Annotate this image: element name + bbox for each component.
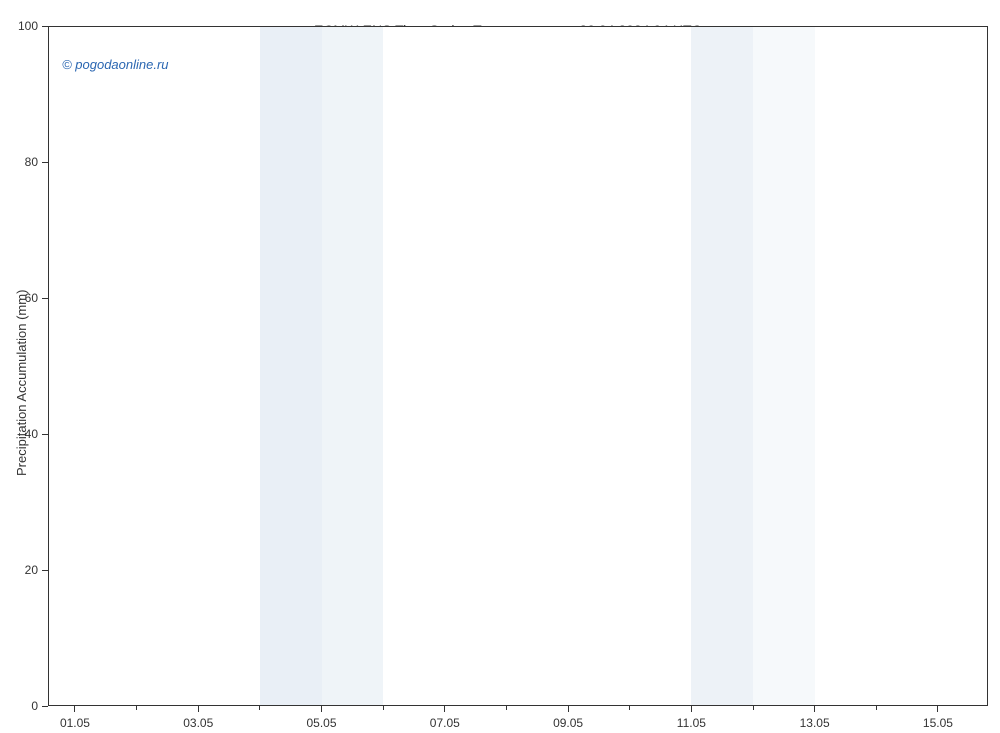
y-axis-label: Precipitation Accumulation (mm) bbox=[14, 290, 29, 476]
y-tick-label: 80 bbox=[25, 155, 38, 169]
watermark-text: © pogodaonline.ru bbox=[62, 57, 168, 72]
plot-area: © pogodaonline.ru bbox=[48, 26, 988, 706]
watermark: © pogodaonline.ru bbox=[62, 57, 168, 72]
x-tick-label: 05.05 bbox=[307, 716, 337, 730]
x-tick bbox=[444, 706, 445, 712]
y-tick bbox=[42, 706, 48, 707]
x-tick-label: 07.05 bbox=[430, 716, 460, 730]
chart-container: ECMW-ENS Time Series Таллин вт. 30.04.20… bbox=[0, 0, 1000, 733]
y-tick-label: 100 bbox=[18, 19, 38, 33]
x-tick bbox=[321, 706, 322, 712]
y-tick bbox=[42, 26, 48, 27]
x-tick bbox=[74, 706, 75, 712]
axis-border bbox=[48, 26, 988, 706]
x-tick bbox=[937, 706, 938, 712]
y-tick-label: 60 bbox=[25, 291, 38, 305]
x-tick bbox=[568, 706, 569, 712]
x-tick bbox=[198, 706, 199, 712]
x-tick-label: 13.05 bbox=[800, 716, 830, 730]
x-tick-label: 15.05 bbox=[923, 716, 953, 730]
y-tick bbox=[42, 434, 48, 435]
x-tick-label: 09.05 bbox=[553, 716, 583, 730]
y-tick-label: 40 bbox=[25, 427, 38, 441]
x-tick-label: 01.05 bbox=[60, 716, 90, 730]
x-tick-minor bbox=[136, 706, 137, 710]
y-tick bbox=[42, 162, 48, 163]
x-tick bbox=[691, 706, 692, 712]
x-tick-label: 11.05 bbox=[677, 716, 706, 730]
y-tick bbox=[42, 570, 48, 571]
y-tick-label: 20 bbox=[25, 563, 38, 577]
y-tick-label: 0 bbox=[31, 699, 38, 713]
x-tick-minor bbox=[753, 706, 754, 710]
y-tick bbox=[42, 298, 48, 299]
x-tick-minor bbox=[383, 706, 384, 710]
x-tick-label: 03.05 bbox=[183, 716, 213, 730]
x-tick-minor bbox=[259, 706, 260, 710]
x-tick-minor bbox=[876, 706, 877, 710]
x-tick-minor bbox=[629, 706, 630, 710]
x-tick-minor bbox=[506, 706, 507, 710]
x-tick bbox=[814, 706, 815, 712]
